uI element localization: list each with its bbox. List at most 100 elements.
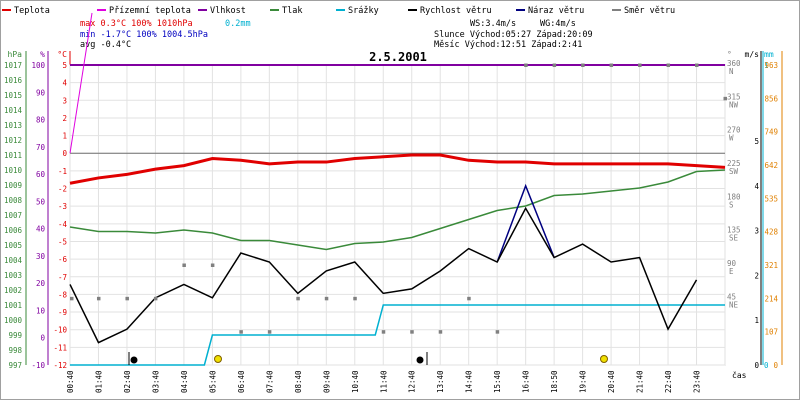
moon-icon [130,356,138,364]
humidity-tick-label: 60 [36,170,46,179]
temperature-axis-unit: °C [57,50,67,59]
direction-point [182,263,186,267]
humidity-tick-label: 90 [36,88,46,97]
x-tick-label: 19:40 [579,370,588,393]
direction-point [723,96,727,101]
orange-scale-tick-label: 749 [764,128,778,137]
x-tick-label: 02:40 [123,370,132,393]
direction-point [467,296,471,301]
humidity-tick-label: 0 [40,334,45,343]
x-tick-label: 23:40 [693,370,702,393]
wind-tick-label: 5 [754,137,759,146]
temperature-tick-label: 5 [62,61,67,70]
direction-point [581,63,585,67]
direction-tick-label: 90 [727,259,737,268]
direction-point [695,63,699,67]
x-tick-label: 09:40 [322,370,331,393]
pressure-tick-label: 1004 [4,256,23,265]
temperature-tick-label: -12 [53,361,67,370]
stats-wg: WG:4m/s [540,19,576,29]
compass-label: NE [729,300,739,309]
stats-sun: Slunce Východ:05:27 Západ:20:09 [434,30,593,40]
pressure-tick-label: 1011 [4,151,22,160]
wind-tick-label: 2 [754,271,759,280]
direction-point [524,63,528,67]
legend: Teplota Přízemní teplota Vlhkost Tlak Srážky… [2,6,675,16]
compass-label: N [729,67,734,76]
direction-point [153,296,158,301]
pressure-tick-label: 1002 [4,286,22,295]
temperature-tick-label: -5 [58,237,67,246]
temperature-tick-label: -2 [58,185,67,194]
pressure-tick-label: 1001 [4,301,22,310]
humidity-tick-label: 20 [36,279,46,288]
stats-max-precip: 0.2mm [225,19,251,29]
x-tick-label: 06:40 [237,370,246,393]
direction-point [239,330,243,334]
stats-min: min -1.7°C 100% 1004.5hPa [80,30,208,40]
precip-tick-label: 0 [764,361,769,370]
x-tick-label: 04:40 [180,370,189,393]
precip-axis-unit: mm [764,50,774,59]
temperature-tick-label: -7 [58,273,67,282]
legend-label: Náraz větru [528,6,584,16]
x-tick-label: 05:40 [208,370,217,393]
precip-tick-label: 1 [764,61,769,70]
series-line [70,304,725,366]
x-tick-label: 14:40 [465,370,474,393]
direction-point [324,296,329,301]
chart-title: 2.5.2001 [369,50,427,64]
direction-point [410,330,414,334]
temperature-tick-label: -11 [53,343,67,352]
pressure-tick-label: 1012 [4,136,22,145]
direction-tick-label: 180 [727,192,741,201]
x-axis-label: čas [732,370,747,380]
temperature-tick-label: -8 [58,290,68,299]
compass-label: NW [729,100,739,109]
direction-tick-label: 315 [727,92,741,101]
wind-tick-label: 4 [754,182,759,191]
pressure-tick-label: 1016 [4,76,23,85]
orange-scale-tick-label: 856 [764,94,778,103]
pressure-tick-label: 998 [8,346,22,355]
legend-label: Směr větru [624,6,675,16]
direction-point [210,263,215,267]
legend-label: Vlhkost [210,6,246,16]
x-tick-label: 16:40 [522,370,531,393]
pressure-tick-label: 1008 [4,196,23,205]
orange-scale-tick-label: 214 [764,294,778,303]
stats-ws: WS:3.4m/s [470,19,516,29]
x-tick-label: 13:40 [436,370,445,393]
x-tick-label: 03:40 [151,370,160,393]
wind-tick-label: 3 [754,227,759,236]
pressure-tick-label: 1006 [4,226,23,235]
humidity-axis-unit: % [40,50,45,59]
humidity-tick-label: -10 [31,361,45,370]
x-tick-label: 01:40 [94,370,103,393]
x-tick-label: 10:40 [351,370,360,393]
wind-tick-label: 0 [754,361,759,370]
series-line [69,153,726,185]
direction-point [438,330,443,334]
direction-tick-label: 360 [727,59,741,68]
x-tick-label: 08:40 [294,370,303,393]
direction-point [666,63,671,67]
pressure-tick-label: 1009 [4,181,22,190]
pressure-tick-label: 1014 [4,106,23,115]
temperature-tick-label: 4 [62,79,67,88]
pressure-tick-label: 1007 [4,211,22,220]
direction-point [125,296,129,301]
temperature-tick-label: -1 [58,167,67,176]
moon-icon [416,356,424,364]
x-tick-label: 15:40 [493,370,502,393]
compass-label: SW [729,167,739,176]
temperature-tick-label: -9 [58,308,67,317]
temperature-tick-label: -3 [58,202,67,211]
x-axis: 00:40 01:40 02:40 03:40 04:40 05:40 06:40 07:40… [66,370,702,393]
compass-label: SE [729,234,739,243]
pressure-tick-label: 1017 [4,61,22,70]
x-tick-label: 18:50 [550,370,559,393]
orange-scale-tick-label: 963 [764,61,778,70]
direction-tick-label: 135 [727,226,741,235]
stats-max: max 0.3°C 100% 1010hPa [80,19,193,29]
